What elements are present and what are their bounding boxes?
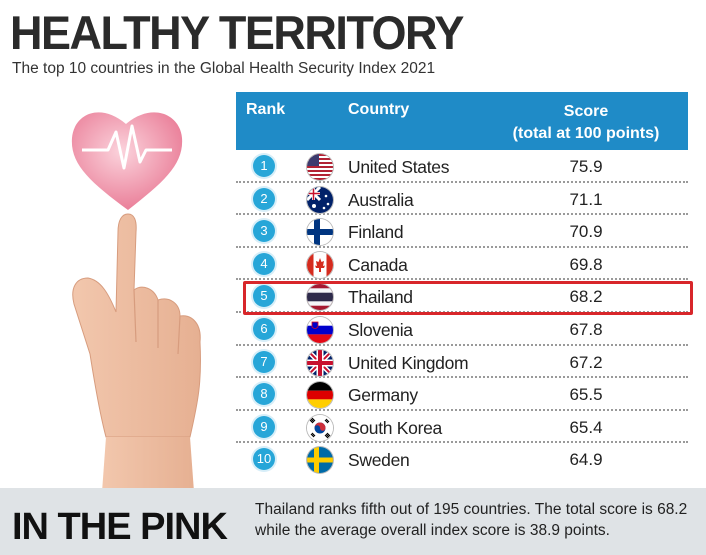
hand-heart-illustration [71,112,201,492]
country-name: United Kingdom [348,352,469,373]
headline: HEALTHY TERRITORY [10,6,464,60]
country-name: Sweden [348,450,410,471]
us-flag-icon [307,154,333,180]
uk-flag-icon [307,349,333,376]
rank-badge: 6 [253,317,275,340]
country-name: Thailand [348,287,413,308]
header-rank: Rank [246,101,286,118]
rank-badge: 4 [253,252,275,275]
table-header: Rank Country Score (total at 100 points) [236,92,688,150]
thailand-flag-icon [307,284,333,311]
country-name: United States [348,157,450,177]
header-score-line1: Score [563,103,609,120]
footer-text: Thailand ranks fifth out of 195 countrie… [255,501,688,539]
score-value: 69.8 [569,254,603,274]
rank-badge: 7 [253,350,275,373]
score-value: 68.2 [569,287,603,307]
country-name: Germany [348,385,418,406]
score-value: 67.8 [569,319,603,339]
table-row: 4 Canada 69.8 [236,248,688,281]
south-korea-flag-icon [307,414,333,441]
finland-flag-icon [307,219,333,246]
score-value: 67.2 [569,352,603,372]
table-row: 10 Sweden 64.9 [236,443,688,476]
table-body: 1 United States 75.9 2 Australia 71.1 3 Finland… [236,150,688,476]
score-value: 64.9 [569,450,603,470]
footer-title: IN THE PINK [12,506,228,548]
rank-badge: 9 [253,415,275,438]
rank-badge: 2 [253,187,275,210]
table-row: 7 United Kingdom 67.2 [236,346,688,379]
score-value: 71.1 [569,189,603,209]
score-value: 65.5 [569,385,603,405]
table-row: 3 Finland 70.9 [236,215,688,248]
table-row: 6 Slovenia 67.8 [236,313,688,346]
header-score-line2: (total at 100 points) [512,125,660,142]
table-row: 9 South Korea 65.4 [236,411,688,444]
rank-badge: 5 [253,285,275,308]
country-name: South Korea [348,417,442,438]
header-score: Score (total at 100 points) [486,101,686,145]
ranking-table: Rank Country Score (total at 100 points)… [236,92,693,476]
table-row: 8 Germany 65.5 [236,378,688,411]
table-row: 1 United States 75.9 [236,150,688,183]
country-name: Finland [348,222,404,243]
country-name: Australia [348,189,414,210]
rank-badge: 8 [253,383,275,406]
table-row: 5 Thailand 68.2 [236,280,688,313]
country-name: Slovenia [348,319,413,340]
slovenia-flag-icon [307,316,333,343]
score-value: 65.4 [569,417,603,437]
sweden-flag-icon [307,447,333,474]
header-country: Country [348,101,410,118]
subtitle: The top 10 countries in the Global Healt… [12,60,436,77]
footer: IN THE PINK Thailand ranks fifth out of … [0,488,706,555]
score-value: 75.9 [569,157,603,176]
heart-icon [71,112,183,210]
rank-badge: 1 [253,155,275,177]
germany-flag-icon [307,382,333,409]
rank-badge: 10 [253,448,275,471]
rank-badge: 3 [253,220,275,243]
australia-flag-icon [307,186,333,213]
canada-flag-icon [307,251,333,278]
table-row: 2 Australia 71.1 [236,183,688,216]
country-name: Canada [348,254,408,275]
score-value: 70.9 [569,222,603,242]
